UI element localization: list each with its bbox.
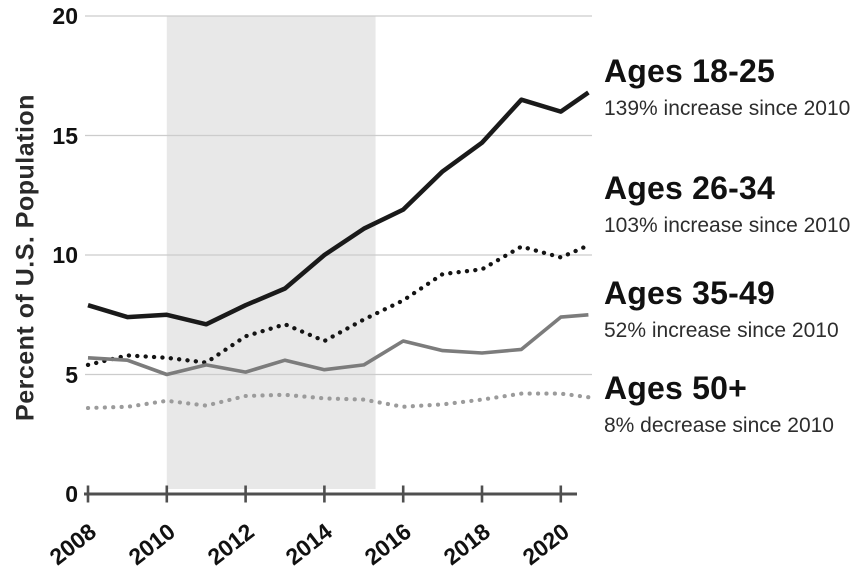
legend-item-ages-18-25: Ages 18-25 139% increase since 2010 bbox=[604, 54, 851, 121]
legend-series-name: Ages 26-34 bbox=[604, 170, 775, 206]
legend-series-name: Ages 50+ bbox=[604, 370, 748, 406]
series-line-ages-35-49 bbox=[87, 313, 589, 377]
legend-series-note: 8% decrease since 2010 bbox=[604, 414, 834, 437]
legend-series-note: 103% increase since 2010 bbox=[604, 214, 851, 237]
series-line-ages-50-plus bbox=[85, 391, 591, 411]
y-tick-label-10: 10 bbox=[52, 242, 78, 268]
y-tick-label-0: 0 bbox=[65, 481, 78, 507]
legend-item-ages-26-34: Ages 26-34 103% increase since 2010 bbox=[604, 171, 851, 238]
y-tick-label-15: 15 bbox=[52, 122, 78, 149]
y-tick-label-5: 5 bbox=[65, 361, 78, 388]
series-line-ages-18-25 bbox=[87, 90, 590, 327]
legend-series-note: 139% increase since 2010 bbox=[604, 97, 851, 120]
legend-series-name: Ages 18-25 bbox=[604, 53, 775, 89]
y-tick-label-20: 20 bbox=[52, 3, 78, 29]
shaded-band-2010-2015 bbox=[166, 16, 376, 489]
legend-series-name: Ages 35-49 bbox=[604, 275, 775, 311]
legend-item-ages-35-49: Ages 35-49 52% increase since 2010 bbox=[604, 276, 851, 343]
legend-item-ages-50-plus: Ages 50+ 8% decrease since 2010 bbox=[604, 371, 851, 438]
legend-series-note: 52% increase since 2010 bbox=[604, 319, 839, 342]
